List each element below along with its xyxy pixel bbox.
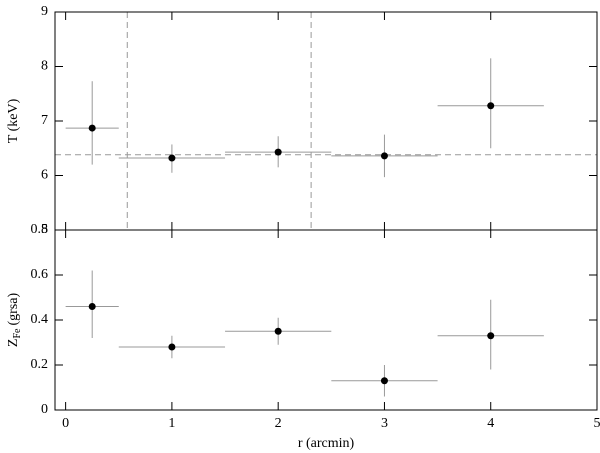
data-point — [380, 152, 388, 160]
x-tick-label: 0 — [62, 416, 69, 431]
y-label-rest: (grsa) — [6, 293, 21, 326]
data-point — [274, 327, 282, 335]
y-axis-label: T (keV) — [6, 98, 21, 143]
y-label-main: Z — [6, 339, 21, 348]
data-point — [168, 343, 176, 351]
y-tick-label: 0.2 — [31, 357, 49, 372]
x-tick-label: 4 — [487, 416, 494, 431]
x-tick-label: 3 — [381, 416, 388, 431]
y-tick-label: 9 — [41, 4, 48, 19]
data-point — [274, 148, 282, 156]
y-label-main: T (keV) — [6, 98, 21, 143]
y-tick-label: 5 — [41, 222, 48, 237]
y-tick-label: 6 — [41, 168, 48, 183]
data-point — [487, 332, 495, 340]
x-tick-label: 2 — [275, 416, 282, 431]
x-tick-label: 1 — [168, 416, 175, 431]
x-axis-label: r (arcmin) — [298, 436, 355, 451]
y-tick-label: 8 — [41, 59, 48, 74]
data-point — [380, 377, 388, 385]
data-point — [88, 124, 96, 132]
data-point — [88, 303, 96, 310]
x-tick-label: 5 — [594, 416, 600, 431]
y-label-sub: Fe — [12, 328, 23, 339]
plot-frame — [54, 229, 598, 411]
y-tick-label: 0.8 — [31, 222, 49, 237]
y-axis-label: ZFe (grsa) — [6, 293, 23, 348]
y-tick-label: 0 — [41, 402, 48, 417]
y-tick-label: 0.4 — [31, 312, 49, 327]
y-tick-label: 7 — [41, 113, 48, 128]
plot-frame — [54, 11, 598, 231]
data-point — [487, 102, 495, 110]
data-point — [168, 154, 176, 162]
y-tick-label: 0.6 — [31, 267, 49, 282]
